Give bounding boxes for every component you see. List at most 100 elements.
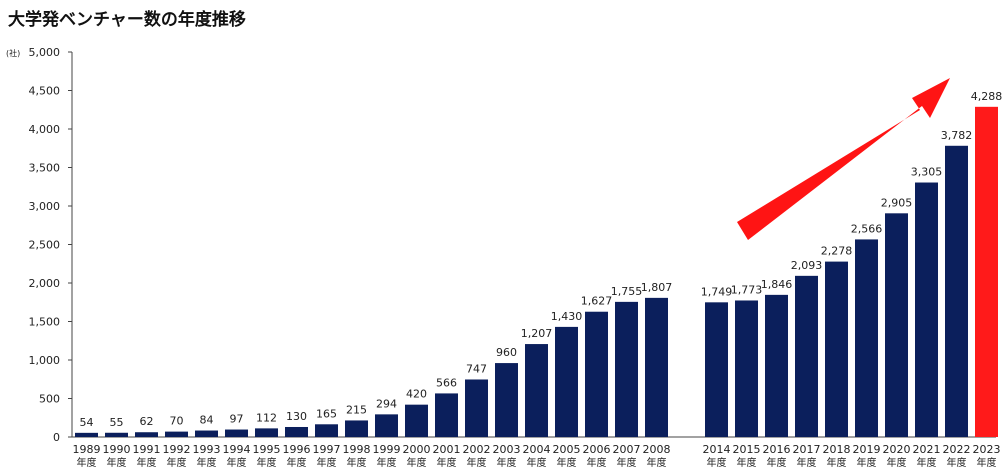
data-label-2001: 566 bbox=[436, 376, 457, 389]
data-label-2000: 420 bbox=[406, 388, 427, 401]
x-tick-label-1997: 1997 bbox=[313, 443, 341, 456]
bar-1996 bbox=[285, 426, 308, 437]
data-label-2019: 2,566 bbox=[851, 222, 883, 235]
bar-1993 bbox=[195, 430, 218, 437]
data-label-1992: 70 bbox=[170, 415, 184, 428]
x-tick-suffix: 年度 bbox=[257, 456, 277, 469]
bar-1989 bbox=[75, 432, 98, 437]
x-tick-suffix: 年度 bbox=[947, 456, 967, 469]
bar-2015 bbox=[735, 300, 758, 437]
x-tick-suffix: 年度 bbox=[707, 456, 727, 469]
x-tick-suffix: 年度 bbox=[527, 456, 547, 469]
bar-2016 bbox=[765, 294, 788, 437]
bar-1990 bbox=[105, 432, 128, 437]
y-tick-label: 5,000 bbox=[29, 46, 61, 59]
y-tick-label: 500 bbox=[39, 393, 60, 406]
data-label-1993: 84 bbox=[200, 414, 214, 427]
x-tick-label-2002: 2002 bbox=[463, 443, 491, 456]
bar-2020 bbox=[885, 213, 908, 437]
data-label-2022: 3,782 bbox=[941, 129, 973, 142]
x-tick-suffix: 年度 bbox=[287, 456, 307, 469]
x-tick-label-2021: 2021 bbox=[913, 443, 941, 456]
data-label-1995: 112 bbox=[256, 411, 277, 424]
x-tick-suffix: 年度 bbox=[497, 456, 517, 469]
data-label-2002: 747 bbox=[466, 362, 487, 375]
y-tick-label: 4,500 bbox=[29, 85, 61, 98]
x-tick-label-2003: 2003 bbox=[493, 443, 521, 456]
x-tick-label-1989: 1989 bbox=[73, 443, 101, 456]
bar-2021 bbox=[915, 182, 938, 437]
data-label-2017: 2,093 bbox=[791, 259, 823, 272]
data-label-2008: 1,807 bbox=[641, 281, 673, 294]
x-tick-label-2005: 2005 bbox=[553, 443, 581, 456]
x-tick-label-2023: 2023 bbox=[973, 443, 1001, 456]
bar-2006 bbox=[585, 311, 608, 437]
x-tick-suffix: 年度 bbox=[737, 456, 757, 469]
y-unit-label: (社) bbox=[6, 48, 20, 58]
x-tick-label-2001: 2001 bbox=[433, 443, 461, 456]
bars bbox=[75, 106, 998, 437]
bar-1999 bbox=[375, 414, 398, 437]
x-tick-suffix: 年度 bbox=[857, 456, 877, 469]
x-tick-label-2022: 2022 bbox=[943, 443, 971, 456]
bar-1997 bbox=[315, 424, 338, 437]
data-label-2007: 1,755 bbox=[611, 285, 643, 298]
data-label-2018: 2,278 bbox=[821, 245, 853, 258]
data-label-2014: 1,749 bbox=[701, 285, 733, 298]
data-label-2003: 960 bbox=[496, 346, 517, 359]
data-label-2016: 1,846 bbox=[761, 278, 793, 291]
x-tick-suffix: 年度 bbox=[167, 456, 187, 469]
x-tick-suffix: 年度 bbox=[437, 456, 457, 469]
x-tick-label-1992: 1992 bbox=[163, 443, 191, 456]
data-label-2006: 1,627 bbox=[581, 295, 613, 308]
bar-2005 bbox=[555, 326, 578, 437]
data-label-2023: 4,288 bbox=[971, 90, 1003, 103]
data-label-2015: 1,773 bbox=[731, 283, 763, 296]
x-tick-suffix: 年度 bbox=[197, 456, 217, 469]
bar-2019 bbox=[855, 239, 878, 437]
x-tick-label-1994: 1994 bbox=[223, 443, 251, 456]
data-label-2020: 2,905 bbox=[881, 196, 913, 209]
x-tick-suffix: 年度 bbox=[77, 456, 97, 469]
y-tick-label: 4,000 bbox=[29, 123, 61, 136]
x-tick-suffix: 年度 bbox=[617, 456, 637, 469]
x-tick-suffix: 年度 bbox=[347, 456, 367, 469]
x-tick-label-2017: 2017 bbox=[793, 443, 821, 456]
y-tick-label: 3,500 bbox=[29, 162, 61, 175]
x-tick-suffix: 年度 bbox=[887, 456, 907, 469]
x-tick-suffix: 年度 bbox=[407, 456, 427, 469]
x-tick-suffix: 年度 bbox=[107, 456, 127, 469]
data-labels: 54 55 62 70 84 97 112 130 165 215 294 420 566 747 960 1… bbox=[80, 90, 1003, 429]
bar-2000 bbox=[405, 404, 428, 437]
x-tick-suffix: 年度 bbox=[227, 456, 247, 469]
bar-2008 bbox=[645, 297, 668, 437]
x-tick-label-2006: 2006 bbox=[583, 443, 611, 456]
y-tick-label: 2,000 bbox=[29, 277, 61, 290]
x-tick-label-1990: 1990 bbox=[103, 443, 131, 456]
x-tick-label-1996: 1996 bbox=[283, 443, 311, 456]
y-tick-label: 3,000 bbox=[29, 200, 61, 213]
x-tick-suffix: 年度 bbox=[917, 456, 937, 469]
y-tick-label: 1,000 bbox=[29, 354, 61, 367]
bar-1994 bbox=[225, 429, 248, 437]
bar-2023 bbox=[975, 106, 998, 437]
x-tick-labels: 1989年度1990年度1991年度1992年度1993年度1994年度1995… bbox=[73, 443, 1001, 469]
data-label-1997: 165 bbox=[316, 407, 337, 420]
x-tick-label-1991: 1991 bbox=[133, 443, 161, 456]
x-tick-label-2004: 2004 bbox=[523, 443, 551, 456]
data-label-1989: 54 bbox=[80, 416, 94, 429]
x-tick-label-2007: 2007 bbox=[613, 443, 641, 456]
x-tick-label-2016: 2016 bbox=[763, 443, 791, 456]
trend-arrow-icon bbox=[737, 78, 950, 240]
x-tick-label-1998: 1998 bbox=[343, 443, 371, 456]
data-label-1990: 55 bbox=[110, 416, 124, 429]
x-tick-label-1993: 1993 bbox=[193, 443, 221, 456]
y-tick-label: 2,500 bbox=[29, 239, 61, 252]
y-tick-labels: 0 500 1,000 1,500 2,000 2,500 3,000 3,500 4,000 4… bbox=[29, 46, 72, 444]
x-tick-label-2019: 2019 bbox=[853, 443, 881, 456]
x-tick-suffix: 年度 bbox=[797, 456, 817, 469]
y-tick-label: 0 bbox=[53, 431, 60, 444]
y-tick-label: 1,500 bbox=[29, 316, 61, 329]
x-tick-label-2015: 2015 bbox=[733, 443, 761, 456]
